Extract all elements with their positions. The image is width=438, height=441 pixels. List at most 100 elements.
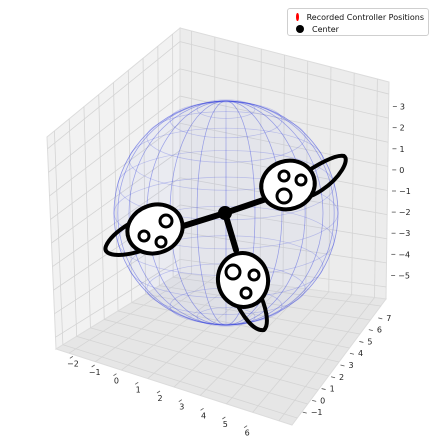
x-tick-label: 1 — [136, 385, 141, 394]
y-tick-label: 5 — [367, 337, 372, 346]
grid-line — [179, 41, 389, 95]
button-bottom-1 — [224, 263, 242, 281]
grid-line — [145, 293, 360, 335]
z-tick-label: −2 — [399, 208, 411, 217]
grid-line — [52, 177, 181, 267]
button-left-3 — [154, 235, 168, 249]
y-tick-label: 0 — [320, 396, 325, 405]
sphere-longitude — [196, 100, 256, 326]
x-tick-mark — [243, 425, 248, 428]
grid-line — [55, 259, 181, 338]
button-bottom-3 — [239, 286, 253, 300]
z-tick-label: −5 — [398, 271, 410, 280]
grid-line — [104, 319, 329, 377]
button-right-2 — [294, 173, 308, 187]
z-tick-label: 0 — [399, 166, 404, 175]
grid-line — [51, 150, 181, 244]
x-tick-mark — [113, 373, 117, 376]
sphere-longitude — [113, 100, 339, 326]
y-tick-mark — [368, 329, 373, 332]
legend-label-recorded: Recorded Controller Positions — [306, 12, 424, 22]
z-tick-label: −4 — [398, 250, 410, 259]
grid-line — [131, 302, 350, 349]
grid-line — [49, 95, 181, 197]
z-tick-label: −1 — [399, 187, 411, 196]
sphere-longitude — [117, 100, 335, 326]
legend-marker-center — [296, 25, 304, 33]
z-tick-label: 1 — [399, 145, 404, 154]
x-tick-label: 4 — [201, 411, 206, 420]
button-left-2 — [137, 229, 151, 243]
controller-model — [103, 153, 348, 333]
sphere-longitude — [117, 100, 335, 326]
grid-lines — [47, 30, 389, 422]
button-right-1 — [277, 169, 291, 183]
legend: Recorded Controller Positions Center — [287, 8, 429, 36]
y-tick-label: −1 — [311, 408, 323, 417]
y-tick-mark — [312, 399, 317, 402]
button-bottom-2 — [247, 268, 261, 282]
sphere-latitude — [196, 99, 256, 119]
x-tick-mark — [69, 356, 74, 359]
legend-item-recorded: Recorded Controller Positions — [292, 11, 424, 23]
y-tick-mark — [321, 388, 326, 390]
y-tick-mark — [330, 376, 336, 379]
grid-line — [179, 231, 387, 264]
y-tick-mark — [378, 317, 383, 320]
grid-line — [90, 327, 319, 391]
sphere-latitude — [128, 127, 324, 191]
grid-line — [179, 68, 389, 119]
x-tick-label: 3 — [179, 403, 184, 412]
button-right-3 — [275, 187, 293, 205]
grid-line — [179, 258, 387, 288]
y-tick-mark — [349, 352, 355, 355]
x-tick-mark — [200, 408, 204, 411]
sphere-latitude — [169, 101, 283, 139]
x-tick-label: 6 — [245, 429, 250, 438]
y-tick-label: 3 — [349, 361, 354, 370]
sphere-latitude — [146, 111, 306, 163]
arm-left — [177, 210, 228, 230]
button-left-1 — [158, 213, 174, 229]
x-tick-label: 5 — [223, 420, 228, 429]
z-tick-label: 2 — [400, 124, 405, 133]
x-tick-mark — [91, 364, 95, 368]
x-tick-mark — [178, 399, 182, 402]
sphere-longitude — [128, 100, 324, 326]
y-tick-label: 6 — [377, 326, 382, 335]
y-tick-label: 7 — [386, 314, 391, 323]
z-tick-label: 3 — [400, 103, 405, 112]
x-tick-mark — [156, 390, 161, 394]
grid-line — [173, 276, 381, 307]
x-tick-label: 2 — [157, 394, 162, 403]
legend-marker-recorded — [296, 13, 299, 21]
grid-line — [179, 204, 387, 240]
legend-label-center: Center — [312, 24, 339, 34]
x-tick-label: −1 — [89, 368, 101, 377]
pad-right — [259, 158, 317, 212]
grid-line — [117, 310, 340, 363]
grid-line — [179, 122, 388, 167]
sphere-latitude — [196, 307, 256, 327]
y-tick-mark — [359, 341, 364, 343]
x-tick-mark — [222, 416, 226, 420]
y-tick-mark — [340, 364, 345, 367]
center-point — [218, 206, 232, 220]
grid-line — [48, 68, 181, 173]
y-tick-mark — [302, 411, 307, 414]
y-tick-label: 4 — [358, 349, 363, 358]
legend-item-center: Center — [292, 23, 424, 35]
grid-line — [47, 41, 181, 150]
y-tick-label: 1 — [330, 385, 335, 394]
x-tick-mark — [135, 382, 139, 385]
sphere-longitude — [196, 100, 256, 326]
y-tick-label: 2 — [339, 373, 344, 382]
paddle-bottom — [232, 288, 269, 333]
x-tick-label: −2 — [67, 359, 79, 368]
z-tick-label: −3 — [399, 229, 411, 238]
grid-line — [179, 95, 389, 143]
grid-line — [50, 122, 181, 220]
sphere-longitude — [128, 100, 324, 326]
